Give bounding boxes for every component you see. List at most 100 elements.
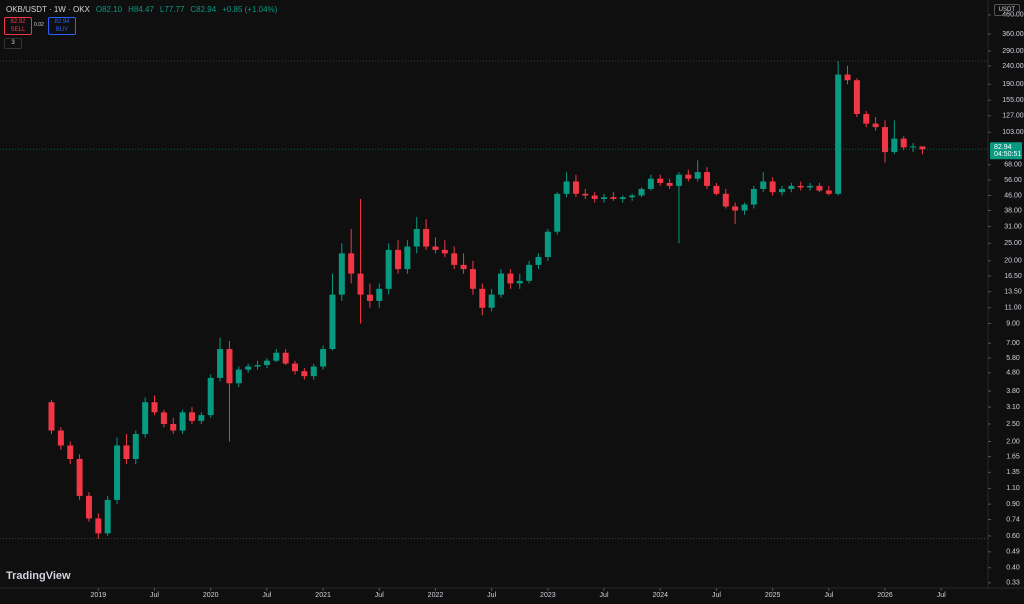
candle-body xyxy=(85,495,92,519)
currency-selector[interactable]: USDT xyxy=(993,4,1020,16)
candle-body xyxy=(320,349,327,367)
candle-body xyxy=(816,185,823,191)
candle-body xyxy=(114,445,121,500)
candle-body xyxy=(329,294,336,350)
candle-body xyxy=(385,249,392,289)
candle-body xyxy=(619,197,626,199)
high: H84.47 xyxy=(128,5,154,14)
x-tick-label: Jul xyxy=(262,592,271,599)
x-tick-label: 2023 xyxy=(540,592,556,599)
symbol[interactable]: OKB/USDT · 1W · OKX xyxy=(6,5,90,14)
candle-body xyxy=(160,412,167,424)
x-tick-label: 2019 xyxy=(91,592,107,599)
y-tick-label: 3.80 xyxy=(1006,388,1020,395)
y-tick-label: 9.00 xyxy=(1006,320,1020,327)
candle-body xyxy=(544,231,551,258)
y-tick-label: 68.00 xyxy=(1004,162,1022,169)
candle-body xyxy=(338,253,345,295)
last-price-tag xyxy=(990,142,1022,160)
candle-body xyxy=(142,402,149,435)
sell-label: SELL xyxy=(10,27,26,33)
candle-body xyxy=(853,80,860,115)
y-tick-label: 20.00 xyxy=(1004,258,1022,265)
open: O82.10 xyxy=(95,5,123,14)
candle-body xyxy=(788,185,795,189)
candle-body xyxy=(235,369,242,384)
candle-body xyxy=(348,253,355,274)
candle-body xyxy=(357,273,364,295)
candle-body xyxy=(432,246,439,250)
candle-body xyxy=(778,188,785,193)
candle-body xyxy=(498,273,505,295)
candle-body xyxy=(423,229,430,247)
candle-body xyxy=(273,352,280,361)
buy-label: BUY xyxy=(55,27,69,33)
candle-body xyxy=(460,264,467,270)
candle-body xyxy=(601,197,608,199)
candle-body xyxy=(554,193,561,232)
y-tick-label: 0.60 xyxy=(1006,533,1020,540)
y-tick-label: 2.50 xyxy=(1006,421,1020,428)
candle-body xyxy=(48,402,55,431)
candle-body xyxy=(516,280,523,284)
y-tick-label: 25.00 xyxy=(1004,240,1022,247)
x-tick-label: Jul xyxy=(600,592,609,599)
candle-body xyxy=(151,402,158,413)
candle-body xyxy=(900,138,907,148)
y-tick-label: 46.00 xyxy=(1004,192,1022,199)
candle-body xyxy=(741,204,748,211)
y-tick-label: 1.65 xyxy=(1006,453,1020,460)
x-tick-label: Jul xyxy=(375,592,384,599)
candle-body xyxy=(104,499,111,534)
candle-body xyxy=(732,206,739,211)
candle-body xyxy=(582,193,589,196)
candle-body xyxy=(95,518,102,534)
logo[interactable]: TradingView xyxy=(6,570,71,582)
candle-body xyxy=(797,185,804,188)
candle-body xyxy=(881,127,888,153)
sell-button[interactable]: 82.92 SELL xyxy=(4,17,32,35)
buy-button[interactable]: 82.94 BUY xyxy=(48,17,76,35)
candle-body xyxy=(722,193,729,207)
candle-body xyxy=(835,74,842,194)
x-tick-label: Jul xyxy=(824,592,833,599)
candle-body xyxy=(76,458,83,496)
candle-body xyxy=(301,371,308,377)
y-tick-label: 103.00 xyxy=(1002,129,1024,136)
candle-body xyxy=(750,188,757,205)
candle-body xyxy=(226,349,233,384)
candle-body xyxy=(844,74,851,81)
spread: 0.02 xyxy=(34,22,44,28)
y-tick-label: 56.00 xyxy=(1004,177,1022,184)
candle-body xyxy=(891,138,898,153)
candle-body xyxy=(685,174,692,179)
candle-body xyxy=(872,123,879,128)
candle-body xyxy=(57,430,64,446)
candle-body xyxy=(919,146,926,150)
candle-body xyxy=(591,195,598,199)
candle-body xyxy=(310,366,317,377)
candle-body xyxy=(198,415,205,421)
close: C82.94 xyxy=(190,5,217,14)
sell-price: 82.92 xyxy=(10,19,26,25)
x-tick-label: 2025 xyxy=(765,592,781,599)
candle-body xyxy=(188,412,195,421)
y-tick-label: 0.49 xyxy=(1006,549,1020,556)
y-tick-label: 11.00 xyxy=(1005,305,1022,312)
candle-body xyxy=(282,352,289,364)
candle-body xyxy=(713,185,720,194)
change: +0.85 (+1.04%) xyxy=(222,5,278,14)
candle-body xyxy=(291,363,298,372)
x-tick-label: Jul xyxy=(712,592,721,599)
y-tick-label: 13.50 xyxy=(1004,289,1022,296)
candle-body xyxy=(207,377,214,416)
candle-body xyxy=(217,349,224,378)
y-tick-label: 155.00 xyxy=(1002,97,1024,104)
indicator-toggle[interactable]: 3 xyxy=(4,38,22,49)
candle-body xyxy=(413,229,420,247)
candle-body xyxy=(825,190,832,194)
candle-body xyxy=(638,188,645,196)
candle-body xyxy=(647,178,654,189)
y-tick-label: 0.40 xyxy=(1006,565,1020,572)
